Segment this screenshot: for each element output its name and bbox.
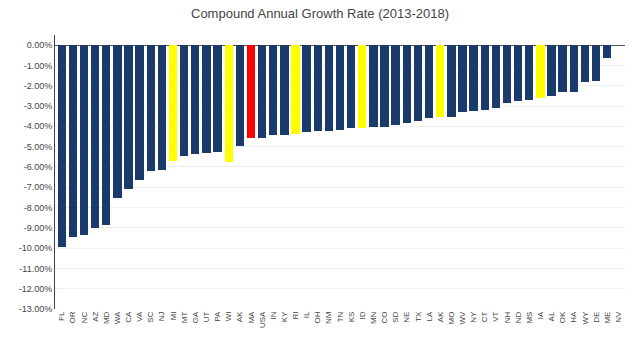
svg-text:ND: ND (514, 311, 523, 323)
svg-text:IN: IN (269, 311, 278, 319)
svg-text:FL: FL (57, 311, 66, 321)
svg-text:-11.00%: -11.00% (19, 264, 52, 274)
svg-text:ME: ME (603, 312, 612, 324)
svg-text:KY: KY (280, 311, 289, 322)
svg-text:CA: CA (124, 311, 133, 323)
svg-text:WA: WA (113, 311, 122, 324)
svg-text:MN: MN (369, 311, 378, 324)
svg-text:AK: AK (436, 311, 445, 322)
svg-text:ID: ID (358, 311, 367, 319)
svg-text:Compound Annual Growth Rate (2: Compound Annual Growth Rate (2013-2018) (191, 6, 449, 21)
svg-text:DE: DE (592, 312, 601, 323)
svg-text:NM: NM (324, 311, 333, 324)
svg-text:IL: IL (302, 311, 311, 318)
svg-text:NH: NH (503, 311, 512, 323)
svg-text:WY: WY (581, 311, 590, 325)
svg-text:VA: VA (135, 311, 144, 322)
svg-text:-7.00%: -7.00% (24, 182, 53, 192)
svg-text:SD: SD (391, 311, 400, 322)
svg-text:TN: TN (336, 311, 345, 322)
svg-text:TX: TX (414, 311, 423, 322)
svg-text:NJ: NJ (157, 312, 166, 322)
svg-text:NV: NV (614, 311, 623, 323)
svg-text:NE: NE (402, 312, 411, 323)
svg-text:SC: SC (146, 311, 155, 322)
svg-text:-2.00%: -2.00% (24, 81, 53, 91)
svg-text:UT: UT (202, 311, 211, 322)
svg-text:-12.00%: -12.00% (19, 284, 53, 294)
svg-text:AL: AL (547, 311, 556, 321)
svg-text:OK: OK (558, 311, 567, 323)
svg-text:MA: MA (247, 311, 256, 324)
svg-text:WV: WV (458, 311, 467, 325)
svg-text:-6.00%: -6.00% (24, 162, 53, 172)
svg-text:-13.00%: -13.00% (19, 304, 53, 314)
svg-text:NY: NY (469, 311, 478, 323)
svg-text:MD: MD (102, 311, 111, 324)
svg-text:CO: CO (380, 312, 389, 324)
svg-text:OR: OR (68, 311, 77, 323)
svg-text:CT: CT (480, 311, 489, 322)
svg-text:-4.00%: -4.00% (24, 121, 53, 131)
svg-text:MT: MT (180, 311, 189, 323)
svg-text:KS: KS (347, 312, 356, 323)
svg-text:MI: MI (169, 312, 178, 321)
svg-text:PA: PA (213, 311, 222, 322)
svg-text:-10.00%: -10.00% (19, 243, 53, 253)
svg-text:-1.00%: -1.00% (24, 61, 53, 71)
svg-text:-9.00%: -9.00% (24, 223, 53, 233)
svg-text:AK: AK (235, 311, 244, 322)
svg-text:HA: HA (569, 311, 578, 323)
svg-text:OH: OH (313, 311, 322, 323)
svg-text:MS: MS (525, 312, 534, 324)
svg-text:RI: RI (291, 312, 300, 320)
svg-text:LA: LA (425, 311, 434, 321)
svg-text:IA: IA (536, 311, 545, 319)
svg-text:USA: USA (258, 311, 267, 328)
svg-text:WI: WI (224, 312, 233, 322)
svg-text:AZ: AZ (91, 311, 100, 321)
svg-text:MO: MO (447, 312, 456, 325)
svg-text:-8.00%: -8.00% (24, 203, 53, 213)
svg-text:VT: VT (491, 311, 500, 321)
svg-text:NC: NC (80, 311, 89, 323)
svg-text:-5.00%: -5.00% (24, 142, 53, 152)
svg-text:0.00%: 0.00% (27, 40, 53, 50)
svg-text:GA: GA (191, 311, 200, 323)
svg-text:-3.00%: -3.00% (24, 101, 53, 111)
